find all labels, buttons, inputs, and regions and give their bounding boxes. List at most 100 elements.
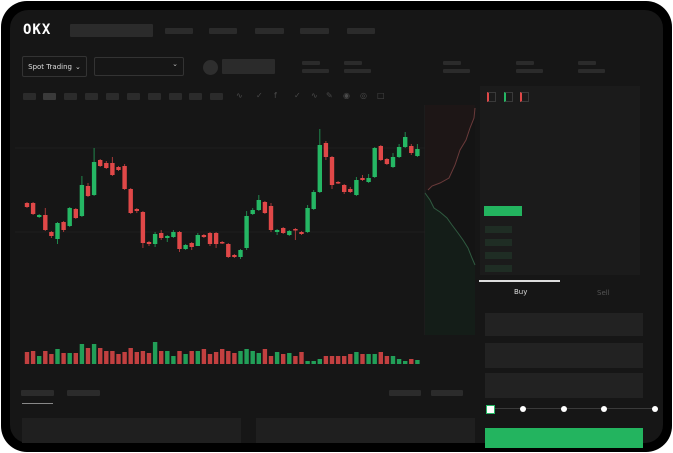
- nav-item[interactable]: [347, 28, 375, 34]
- stat-label: [443, 61, 461, 65]
- nav-item[interactable]: [255, 28, 284, 34]
- orderbook-bids-icon[interactable]: [504, 92, 513, 102]
- candle-down: [268, 206, 274, 230]
- volume-bar: [165, 351, 170, 364]
- volume-bar: [238, 351, 243, 364]
- interval-tab[interactable]: [106, 93, 119, 100]
- orderbook-asks-icon[interactable]: [520, 92, 529, 102]
- bottom-tab[interactable]: [21, 390, 54, 396]
- volume-bar: [415, 360, 420, 364]
- volume-bar: [268, 356, 274, 364]
- order-book: [480, 86, 640, 275]
- interval-tab[interactable]: [210, 93, 223, 100]
- bottom-tab[interactable]: [431, 390, 463, 396]
- nav-item[interactable]: [300, 28, 329, 34]
- tab-sell[interactable]: Sell: [597, 289, 610, 297]
- pencil-icon[interactable]: ✎: [326, 91, 333, 100]
- candle-up: [165, 236, 170, 238]
- interval-tab[interactable]: [189, 93, 202, 100]
- volume-bar: [183, 354, 188, 364]
- volume-bar: [207, 354, 213, 364]
- camera-icon[interactable]: ◉: [343, 91, 350, 100]
- volume-bar: [104, 351, 109, 364]
- candle-down: [384, 159, 390, 164]
- candle-down: [207, 233, 213, 244]
- candle-down: [134, 209, 139, 211]
- volume-bar: [189, 351, 194, 364]
- candle-down: [201, 235, 207, 237]
- amount-slider-handle[interactable]: [486, 405, 495, 414]
- interval-tab[interactable]: [64, 93, 77, 100]
- fullscreen-icon[interactable]: □: [377, 91, 385, 100]
- candle-down: [335, 182, 341, 184]
- spot-trading-button[interactable]: Spot Trading ⌄: [22, 56, 87, 77]
- volume-bar: [116, 354, 121, 364]
- candle-type-icon[interactable]: ∿: [236, 91, 243, 100]
- interval-tab[interactable]: [169, 93, 182, 100]
- tab-buy[interactable]: Buy: [514, 288, 528, 296]
- volume-bar: [226, 351, 231, 364]
- candle-up: [67, 208, 72, 226]
- candle-up: [396, 147, 402, 157]
- fx-icon[interactable]: f: [274, 91, 277, 100]
- slider-stop-100[interactable]: [652, 406, 658, 412]
- volume-bar: [67, 353, 72, 364]
- volume-bar: [98, 348, 103, 364]
- chevron-down-icon: ⌄: [172, 60, 178, 68]
- candle-down: [348, 189, 353, 192]
- orderbook-both-icon[interactable]: [487, 92, 496, 102]
- volume-bar: [299, 352, 304, 364]
- volume-bar: [201, 349, 207, 364]
- candle-down: [220, 242, 225, 244]
- candle-up: [354, 180, 359, 195]
- bottom-tab[interactable]: [389, 390, 421, 396]
- interval-tab[interactable]: [127, 93, 140, 100]
- volume-bar: [30, 351, 36, 364]
- slider-stop-75[interactable]: [601, 406, 607, 412]
- interval-tab[interactable]: [148, 93, 161, 100]
- price-input[interactable]: [485, 313, 643, 336]
- depth-bids-line: [424, 192, 476, 266]
- volume-bar: [122, 352, 127, 364]
- candle-down: [128, 189, 133, 213]
- interval-tab[interactable]: [85, 93, 98, 100]
- candle-up: [390, 157, 396, 167]
- total-input[interactable]: [485, 373, 643, 398]
- amount-input[interactable]: [485, 343, 643, 368]
- line-icon[interactable]: ∿: [311, 91, 318, 100]
- candle-up: [403, 137, 408, 147]
- candle-down: [110, 163, 115, 175]
- candle-down: [189, 243, 194, 247]
- volume-bar: [329, 356, 335, 364]
- coin-icon: [203, 60, 218, 75]
- amount-slider-track[interactable]: [490, 408, 656, 409]
- volume-bar: [262, 349, 268, 364]
- volume-bar: [140, 351, 146, 364]
- volume-bar: [348, 354, 353, 364]
- slider-stop-25[interactable]: [520, 406, 526, 412]
- candle-up: [238, 250, 243, 257]
- buy-button[interactable]: [485, 428, 643, 448]
- candle-down: [293, 229, 298, 231]
- volume-bar: [293, 356, 298, 364]
- volume-bar: [354, 352, 359, 364]
- nav-item[interactable]: [165, 28, 193, 34]
- volume-bar: [73, 353, 78, 364]
- candle-up: [152, 234, 158, 244]
- candle-up: [37, 215, 42, 217]
- check-icon[interactable]: ✓: [294, 91, 301, 100]
- candle-down: [98, 160, 103, 166]
- pair-select[interactable]: ⌄: [94, 57, 184, 76]
- interval-tab-active[interactable]: [43, 93, 56, 100]
- nav-item[interactable]: [209, 28, 237, 34]
- bottom-tab[interactable]: [67, 390, 100, 396]
- volume-bar: [146, 353, 152, 364]
- volume-bar: [317, 359, 322, 364]
- indicator-icon[interactable]: ✓: [256, 91, 263, 100]
- bid-price: [485, 226, 512, 233]
- settings-icon[interactable]: ◎: [360, 91, 367, 100]
- interval-tab[interactable]: [23, 93, 36, 100]
- candle-up: [244, 216, 249, 248]
- slider-stop-50[interactable]: [561, 406, 567, 412]
